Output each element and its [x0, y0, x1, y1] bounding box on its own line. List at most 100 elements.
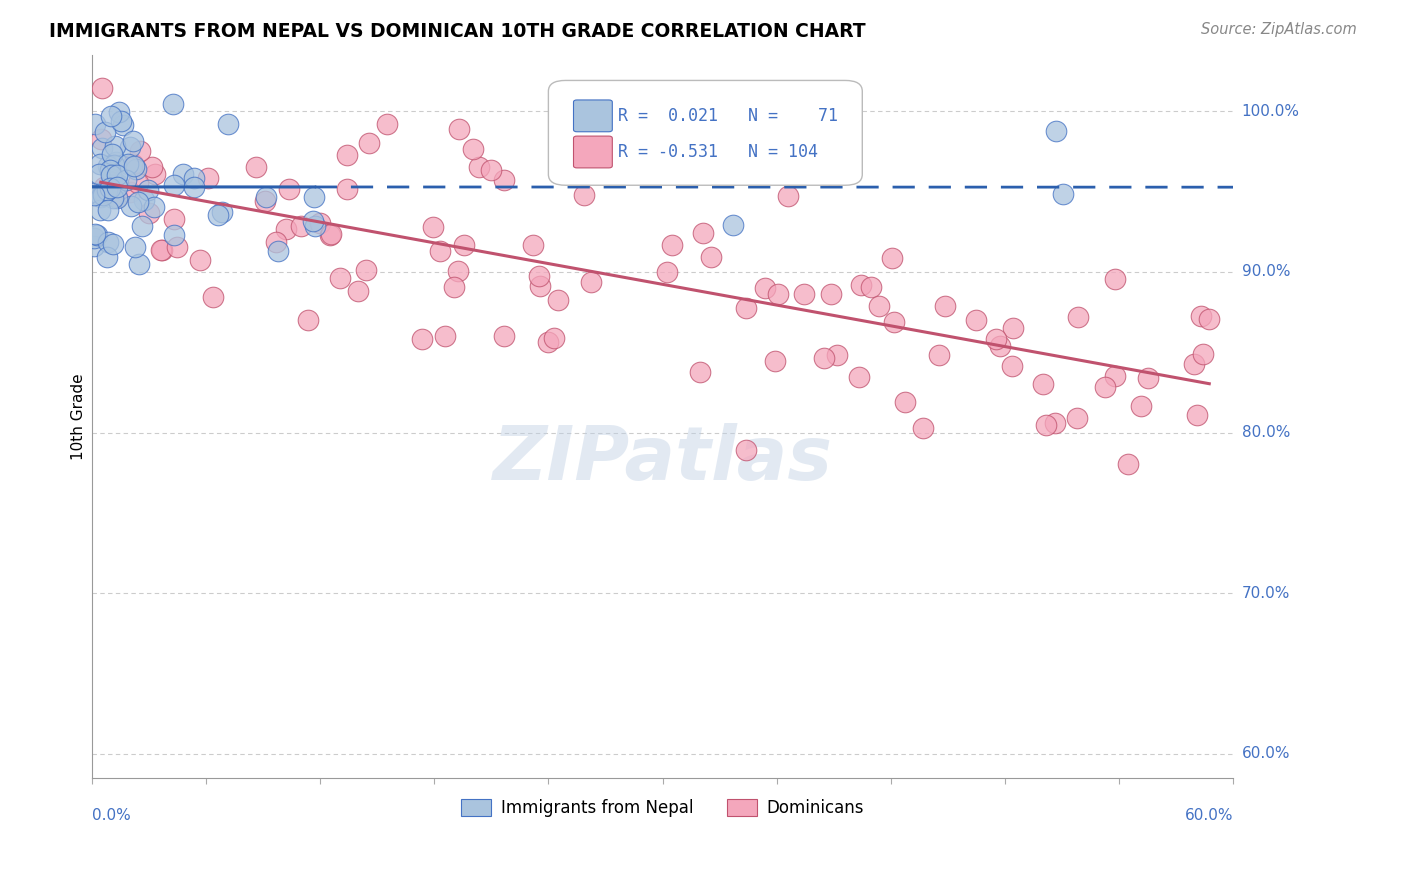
- Point: [1045, 416, 1067, 430]
- Point: [522, 238, 544, 252]
- Point: [1052, 187, 1074, 202]
- Point: [643, 161, 665, 176]
- Point: [127, 195, 149, 210]
- Point: [103, 158, 125, 172]
- Point: [820, 286, 842, 301]
- Point: [893, 395, 915, 409]
- Point: [494, 329, 516, 343]
- Point: [100, 109, 122, 123]
- Point: [90, 132, 112, 146]
- Point: [83, 230, 105, 244]
- Point: [188, 252, 211, 267]
- Point: [93, 125, 115, 139]
- Point: [163, 178, 186, 193]
- Point: [254, 194, 277, 208]
- Point: [336, 147, 359, 161]
- Point: [700, 250, 723, 264]
- Point: [86, 227, 108, 242]
- Point: [793, 286, 815, 301]
- Point: [319, 228, 342, 243]
- Point: [848, 370, 870, 384]
- Point: [90, 190, 112, 204]
- Point: [132, 193, 155, 207]
- Point: [883, 315, 905, 329]
- Point: [121, 157, 143, 171]
- Point: [1198, 312, 1220, 326]
- Point: [433, 329, 456, 343]
- Point: [89, 157, 111, 171]
- Point: [1189, 309, 1212, 323]
- Point: [274, 222, 297, 236]
- Point: [197, 170, 219, 185]
- Point: [118, 185, 141, 199]
- Point: [572, 187, 595, 202]
- Point: [91, 141, 114, 155]
- Point: [84, 227, 107, 242]
- Point: [104, 138, 127, 153]
- Point: [1066, 310, 1088, 325]
- Point: [150, 243, 173, 257]
- Point: [217, 117, 239, 131]
- Point: [581, 275, 603, 289]
- Point: [163, 227, 186, 242]
- Text: 70.0%: 70.0%: [1241, 586, 1289, 600]
- Point: [461, 142, 484, 156]
- Point: [529, 279, 551, 293]
- Point: [766, 286, 789, 301]
- Point: [112, 118, 135, 132]
- Point: [110, 114, 132, 128]
- Point: [735, 301, 758, 315]
- Text: R =  0.021   N =    71: R = 0.021 N = 71: [619, 107, 838, 125]
- Point: [689, 365, 711, 379]
- Point: [443, 280, 465, 294]
- Point: [128, 144, 150, 158]
- Point: [447, 264, 470, 278]
- Point: [827, 348, 849, 362]
- Point: [1035, 417, 1057, 432]
- Point: [911, 420, 934, 434]
- Point: [150, 243, 173, 257]
- Point: [162, 97, 184, 112]
- Point: [96, 183, 118, 197]
- Point: [1137, 371, 1160, 385]
- Point: [97, 159, 120, 173]
- Point: [211, 204, 233, 219]
- Point: [429, 244, 451, 258]
- Point: [83, 187, 105, 202]
- Point: [928, 348, 950, 362]
- Point: [849, 278, 872, 293]
- Point: [537, 334, 560, 349]
- Point: [655, 265, 678, 279]
- Text: ZIPatlas: ZIPatlas: [492, 424, 832, 497]
- Point: [138, 206, 160, 220]
- Point: [201, 290, 224, 304]
- Point: [990, 339, 1012, 353]
- Point: [1130, 399, 1153, 413]
- Point: [183, 171, 205, 186]
- Text: 60.0%: 60.0%: [1185, 808, 1233, 823]
- Text: 90.0%: 90.0%: [1241, 264, 1291, 279]
- Point: [527, 268, 550, 283]
- FancyBboxPatch shape: [548, 80, 862, 186]
- Point: [824, 169, 846, 184]
- Point: [254, 190, 277, 204]
- Point: [290, 219, 312, 233]
- Point: [1185, 409, 1208, 423]
- Point: [934, 299, 956, 313]
- Text: 60.0%: 60.0%: [1241, 747, 1291, 762]
- Point: [297, 313, 319, 327]
- Point: [319, 227, 342, 241]
- Point: [104, 155, 127, 169]
- Point: [104, 177, 127, 191]
- Point: [778, 189, 800, 203]
- Point: [143, 167, 166, 181]
- Point: [117, 156, 139, 170]
- Point: [122, 159, 145, 173]
- Point: [278, 182, 301, 196]
- Point: [103, 191, 125, 205]
- Point: [136, 183, 159, 197]
- Point: [301, 213, 323, 227]
- Point: [127, 176, 149, 190]
- Point: [304, 219, 326, 233]
- Point: [1066, 410, 1088, 425]
